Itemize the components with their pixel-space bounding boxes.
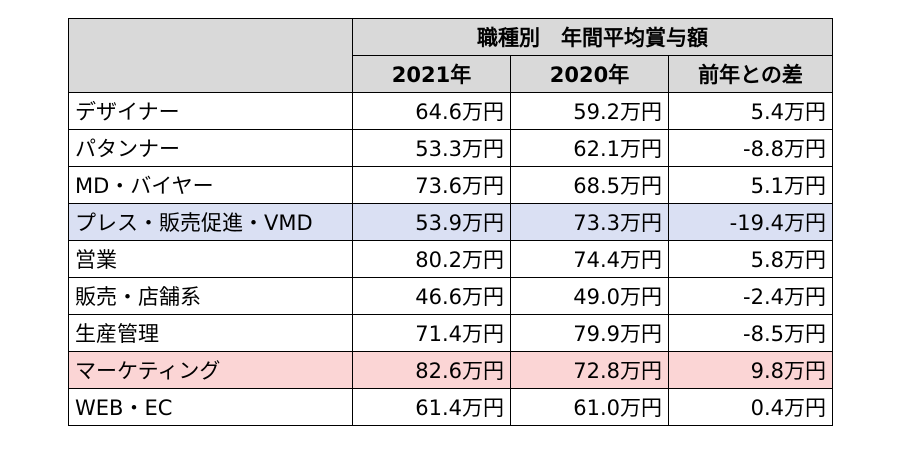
bonus-2021: 61.4万円	[352, 388, 511, 426]
bonus-2021: 64.6万円	[352, 92, 511, 130]
bonus-2020: 49.0万円	[510, 277, 669, 315]
table-row: WEB・EC 61.4万円 61.0万円 0.4万円	[68, 388, 833, 426]
bonus-diff: -8.8万円	[668, 129, 833, 167]
bonus-diff: 5.8万円	[668, 240, 833, 278]
job-name: 営業	[68, 240, 353, 278]
job-name: プレス・販売促進・VMD	[68, 203, 353, 241]
bonus-diff: 9.8万円	[668, 351, 833, 389]
bonus-diff: -2.4万円	[668, 277, 833, 315]
bonus-2021: 80.2万円	[352, 240, 511, 278]
bonus-2021: 73.6万円	[352, 166, 511, 204]
table-row: MD・バイヤー 73.6万円 68.5万円 5.1万円	[68, 166, 833, 204]
bonus-diff: -8.5万円	[668, 314, 833, 352]
column-header-2020: 2020年	[510, 55, 669, 93]
table-row: プレス・販売促進・VMD 53.9万円 73.3万円 -19.4万円	[68, 203, 833, 241]
header-row-title: 職種別 年間平均賞与額	[68, 18, 833, 93]
table-row: デザイナー 64.6万円 59.2万円 5.4万円	[68, 92, 833, 130]
header-row-columns: 2021年 2020年 前年との差	[69, 55, 833, 93]
column-header-diff: 前年との差	[668, 55, 833, 93]
bonus-2021: 82.6万円	[352, 351, 511, 389]
bonus-2020: 73.3万円	[510, 203, 669, 241]
bonus-diff: 0.4万円	[668, 388, 833, 426]
bonus-diff: -19.4万円	[668, 203, 833, 241]
job-name: パタンナー	[68, 129, 353, 167]
job-name: 生産管理	[68, 314, 353, 352]
bonus-2020: 61.0万円	[510, 388, 669, 426]
table-title: 職種別 年間平均賞与額	[352, 18, 833, 56]
bonus-table: 職種別 年間平均賞与額 2021年 2020年 前年との差 デザイナー 64.6…	[68, 18, 833, 426]
bonus-2020: 59.2万円	[510, 92, 669, 130]
bonus-2021: 46.6万円	[352, 277, 511, 315]
bonus-2021: 53.9万円	[352, 203, 511, 241]
table-row: パタンナー 53.3万円 62.1万円 -8.8万円	[68, 129, 833, 167]
job-name: MD・バイヤー	[68, 166, 353, 204]
bonus-2020: 62.1万円	[510, 129, 669, 167]
table-row: 生産管理 71.4万円 79.9万円 -8.5万円	[68, 314, 833, 352]
table-row: 営業 80.2万円 74.4万円 5.8万円	[68, 240, 833, 278]
bonus-2021: 71.4万円	[352, 314, 511, 352]
job-name: マーケティング	[68, 351, 353, 389]
bonus-diff: 5.1万円	[668, 166, 833, 204]
bonus-2021: 53.3万円	[352, 129, 511, 167]
job-name: デザイナー	[68, 92, 353, 130]
bonus-diff: 5.4万円	[668, 92, 833, 130]
job-name: WEB・EC	[68, 388, 353, 426]
corner-cell	[68, 18, 353, 93]
bonus-2020: 68.5万円	[510, 166, 669, 204]
column-header-2021: 2021年	[352, 55, 511, 93]
job-name: 販売・店舗系	[68, 277, 353, 315]
bonus-2020: 72.8万円	[510, 351, 669, 389]
table-row: マーケティング 82.6万円 72.8万円 9.8万円	[68, 351, 833, 389]
bonus-2020: 74.4万円	[510, 240, 669, 278]
table-row: 販売・店舗系 46.6万円 49.0万円 -2.4万円	[68, 277, 833, 315]
bonus-2020: 79.9万円	[510, 314, 669, 352]
